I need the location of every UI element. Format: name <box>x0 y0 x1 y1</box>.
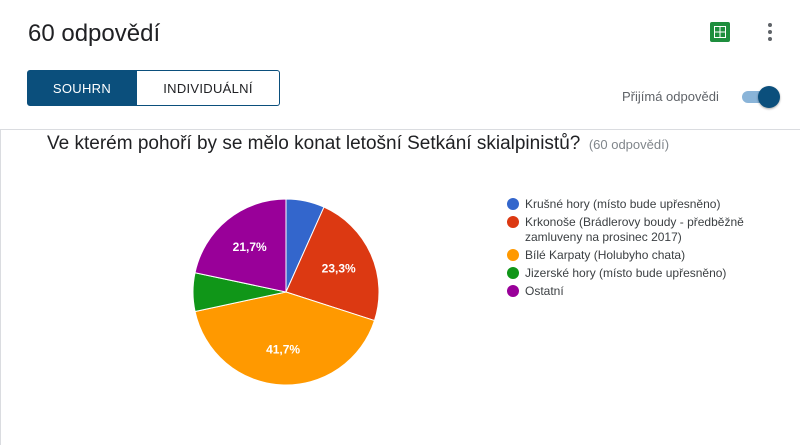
pie-chart: 23,3% 41,7% 21,7% <box>192 198 380 386</box>
view-tabs: SOUHRN INDIVIDUÁLNÍ <box>27 70 280 106</box>
legend-label: Jizerské hory (místo bude upřesněno) <box>525 266 727 280</box>
legend-label: Bílé Karpaty (Holubyho chata) <box>525 248 686 262</box>
tab-summary[interactable]: SOUHRN <box>27 70 137 106</box>
legend-label: Ostatní <box>525 284 564 298</box>
legend-label: Krkonoše (Brádlerovy boudy - předběžně z… <box>525 215 744 244</box>
google-sheets-icon[interactable] <box>710 22 730 42</box>
legend-item-4[interactable]: Ostatní <box>507 284 747 299</box>
responses-count-title: 60 odpovědí <box>28 20 161 47</box>
legend-item-0[interactable]: Krušné hory (místo bude upřesněno) <box>507 197 747 212</box>
pie-slice-4[interactable] <box>194 198 287 293</box>
accepting-responses-label: Přijímá odpovědi <box>622 89 719 104</box>
legend-color-dot <box>507 198 519 210</box>
question-text: Ve kterém pohoří by se mělo konat letošn… <box>47 133 581 154</box>
pie-slice-label-2: 41,7% <box>266 343 300 357</box>
legend-color-dot <box>507 249 519 261</box>
pie-slice-1[interactable] <box>285 206 380 322</box>
responses-header: 60 odpovědí SOUHRN INDIVIDUÁLNÍ Přijímá … <box>0 0 800 130</box>
pie-slice-label-1: 23,3% <box>322 262 356 276</box>
legend-item-1[interactable]: Krkonoše (Brádlerovy boudy - předběžně z… <box>507 215 747 245</box>
legend-color-dot <box>507 285 519 297</box>
legend-color-dot <box>507 216 519 228</box>
legend-label: Krušné hory (místo bude upřesněno) <box>525 197 721 211</box>
more-vert-icon[interactable] <box>762 20 778 44</box>
legend-item-3[interactable]: Jizerské hory (místo bude upřesněno) <box>507 266 747 281</box>
legend-color-dot <box>507 267 519 279</box>
pie-slice-2[interactable] <box>194 291 376 386</box>
toggle-knob <box>758 86 780 108</box>
legend-item-2[interactable]: Bílé Karpaty (Holubyho chata) <box>507 248 747 263</box>
tab-individual[interactable]: INDIVIDUÁLNÍ <box>137 70 280 106</box>
chart-legend: Krušné hory (místo bude upřesněno) Krkono… <box>507 197 747 302</box>
accepting-responses-toggle[interactable] <box>740 86 780 108</box>
pie-slice-label-4: 21,7% <box>233 240 267 254</box>
question-response-count: (60 odpovědí) <box>588 137 670 152</box>
question-heading: Ve kterém pohoří by se mělo konat letošn… <box>47 133 669 155</box>
question-summary-card <box>0 130 800 445</box>
